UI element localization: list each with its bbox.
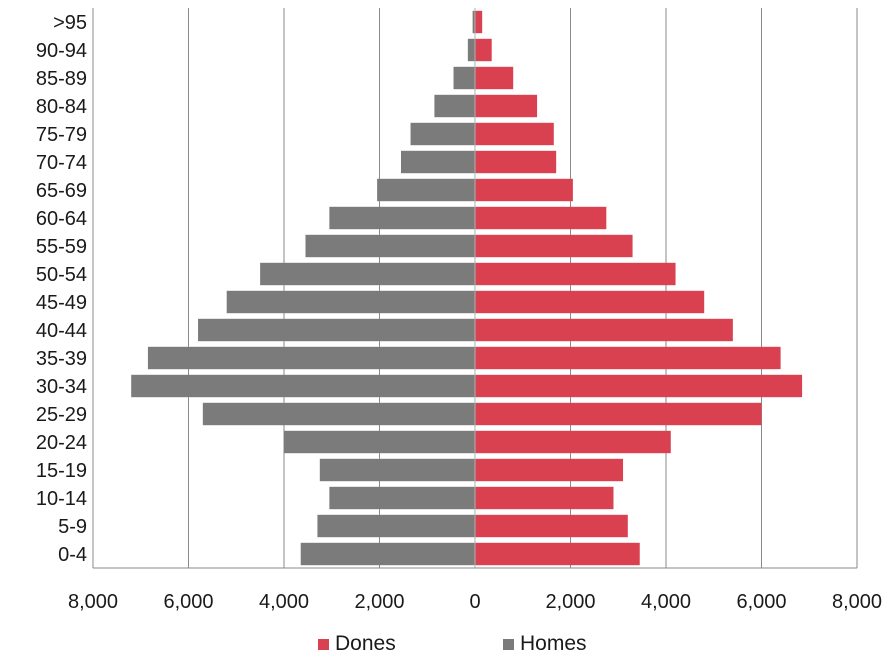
x-tick-label: 2,000 — [354, 591, 404, 613]
bar-dones — [475, 346, 781, 370]
legend-label-homes: Homes — [520, 632, 587, 655]
age-group-label: 70-74 — [36, 152, 87, 174]
bar-homes — [260, 262, 475, 286]
bar-homes — [400, 150, 475, 174]
bar-dones — [475, 10, 483, 34]
x-tick-label: 6,000 — [163, 591, 213, 613]
x-tick-label: 6,000 — [736, 591, 786, 613]
bars — [131, 10, 803, 566]
age-group-label: 50-54 — [36, 264, 87, 286]
age-group-label: 20-24 — [36, 432, 87, 454]
bar-homes — [198, 318, 476, 342]
bar-dones — [475, 290, 705, 314]
x-tick-label: 8,000 — [832, 591, 882, 613]
age-group-label: 55-59 — [36, 236, 87, 258]
bar-homes — [147, 346, 475, 370]
legend: Dones Homes — [0, 628, 889, 662]
age-group-label: 30-34 — [36, 376, 87, 398]
bar-homes — [300, 542, 475, 566]
bar-dones — [475, 542, 640, 566]
bar-homes — [131, 374, 475, 398]
bar-dones — [475, 318, 733, 342]
bar-homes — [202, 402, 475, 426]
bar-homes — [317, 514, 475, 538]
bar-dones — [475, 430, 671, 454]
age-group-label: 0-4 — [58, 544, 87, 566]
age-group-label: 45-49 — [36, 292, 87, 314]
bar-homes — [410, 122, 475, 146]
age-group-label: 15-19 — [36, 460, 87, 482]
bar-homes — [472, 10, 475, 34]
bar-dones — [475, 486, 614, 510]
x-tick-label: 4,000 — [641, 591, 691, 613]
x-tick-label: 2,000 — [545, 591, 595, 613]
age-group-label: >95 — [53, 12, 87, 34]
bar-dones — [475, 458, 624, 482]
bar-homes — [329, 486, 475, 510]
bar-dones — [475, 122, 554, 146]
age-group-label: 85-89 — [36, 68, 87, 90]
age-group-label: 40-44 — [36, 320, 87, 342]
bar-dones — [475, 402, 762, 426]
age-group-label: 90-94 — [36, 40, 87, 62]
bar-dones — [475, 150, 557, 174]
age-group-label: 60-64 — [36, 208, 87, 230]
legend-swatch-dones — [318, 638, 329, 650]
age-group-label: 65-69 — [36, 180, 87, 202]
x-tick-labels: 8,000 6,000 4,000 2,000 0 2,000 4,000 6,000 8,00… — [68, 591, 882, 613]
x-tick-label: 8,000 — [68, 591, 118, 613]
legend-item-homes: Homes — [503, 632, 587, 656]
bar-homes — [319, 458, 475, 482]
age-group-label: 10-14 — [36, 488, 87, 510]
bar-dones — [475, 262, 676, 286]
bar-homes — [377, 178, 475, 202]
age-group-label: 75-79 — [36, 124, 87, 146]
bar-dones — [475, 234, 633, 258]
bar-dones — [475, 66, 514, 90]
legend-swatch-homes — [503, 638, 514, 650]
bar-dones — [475, 178, 573, 202]
age-group-label: 25-29 — [36, 404, 87, 426]
bar-homes — [226, 290, 475, 314]
bar-homes — [434, 94, 475, 118]
age-group-label: 5-9 — [58, 516, 87, 538]
bar-homes — [453, 66, 475, 90]
gridlines — [92, 8, 858, 568]
age-group-label: 80-84 — [36, 96, 87, 118]
bar-homes — [467, 38, 475, 62]
x-tick-label: 4,000 — [259, 591, 309, 613]
bar-homes — [329, 206, 475, 230]
bar-dones — [475, 206, 607, 230]
legend-label-dones: Dones — [335, 632, 396, 655]
axes — [93, 8, 857, 569]
bar-dones — [475, 94, 538, 118]
x-tick-label: 0 — [469, 591, 480, 613]
bar-homes — [284, 430, 475, 454]
legend-item-dones: Dones — [318, 632, 396, 656]
bar-dones — [475, 514, 628, 538]
bar-homes — [305, 234, 475, 258]
bar-dones — [475, 38, 492, 62]
age-group-labels: >95 90-94 85-89 80-84 75-79 70-74 65-69 60-64 55… — [36, 12, 87, 566]
bar-dones — [475, 374, 803, 398]
age-group-label: 35-39 — [36, 348, 87, 370]
